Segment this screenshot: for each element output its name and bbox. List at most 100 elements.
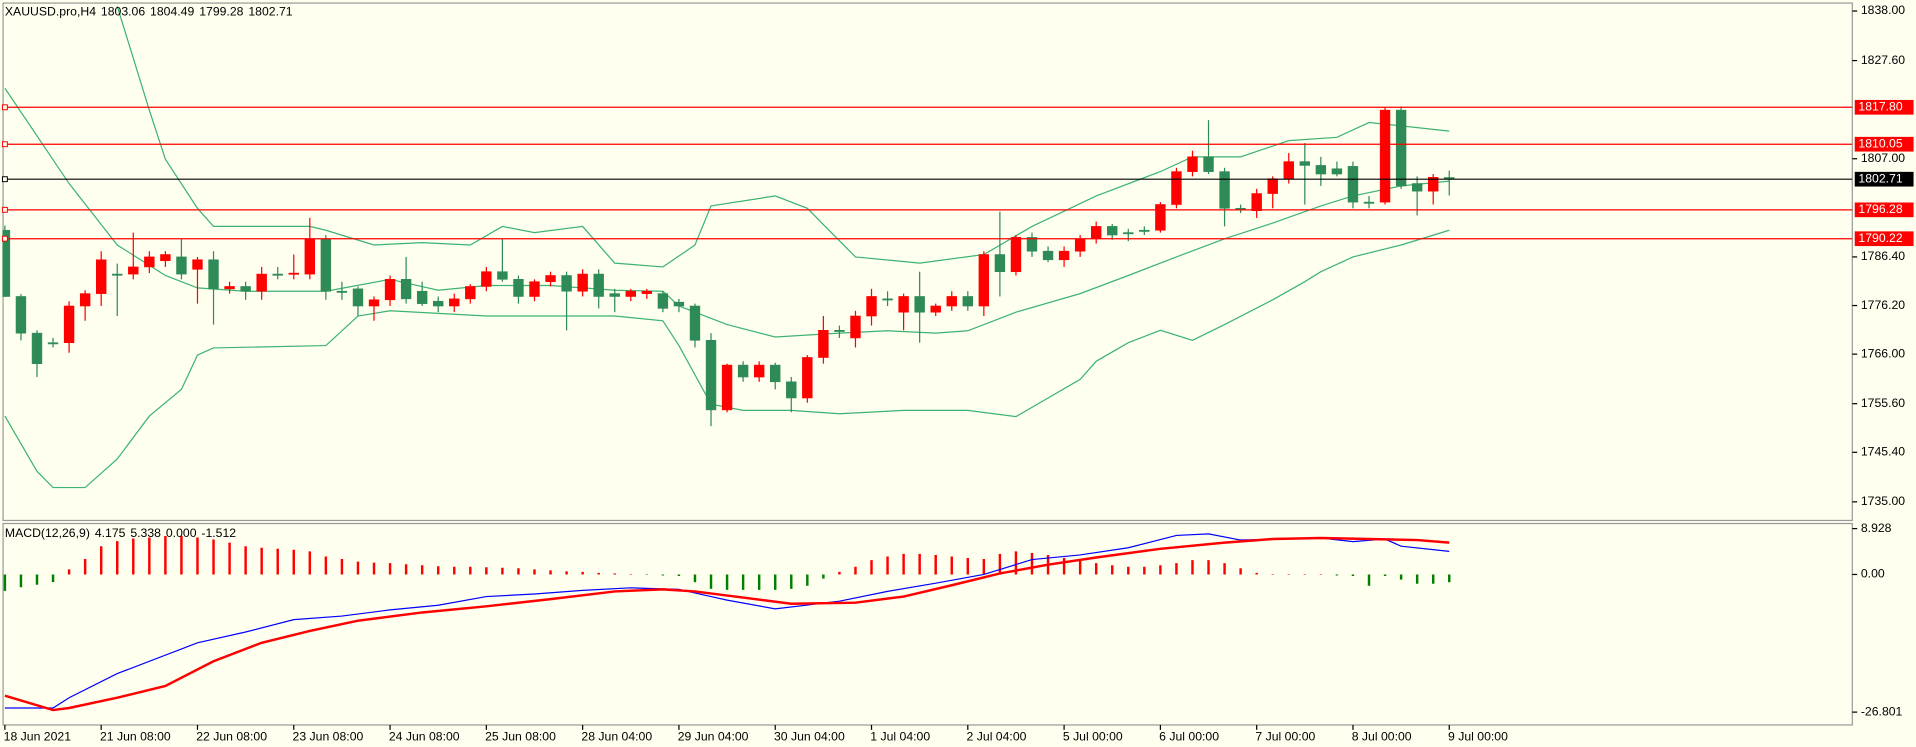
- x-tick-label: 6 Jul 00:00: [1159, 729, 1219, 743]
- candle-body: [545, 275, 556, 283]
- candle-body: [705, 340, 717, 411]
- candle-body: [1139, 229, 1150, 232]
- candle-body: [786, 381, 797, 399]
- candle-body: [400, 279, 412, 300]
- y-tick-label: 1838.00: [1861, 3, 1905, 17]
- candle-body: [593, 273, 604, 297]
- candle-body: [160, 254, 171, 262]
- candle-body: [272, 273, 283, 276]
- candle-body: [978, 254, 990, 307]
- y-tick-label: 1786.40: [1861, 249, 1905, 263]
- candle-body: [818, 330, 829, 358]
- candle-body: [1010, 237, 1022, 273]
- level-line-label-box: [1854, 231, 1914, 247]
- y-tick-label: 1766.00: [1861, 346, 1905, 360]
- x-tick-label: 9 Jul 00:00: [1448, 729, 1508, 743]
- macd-header-value: -1.512: [201, 526, 236, 540]
- macd-header-value: 4.175: [95, 526, 126, 540]
- candle-body: [31, 332, 43, 364]
- y-tick-label: -26.801: [1861, 704, 1903, 718]
- y-tick-label: 1755.60: [1861, 396, 1905, 410]
- candle-body: [256, 273, 267, 292]
- macd-panel-frame: [2, 522, 1853, 726]
- main-plot: [2, 6, 1853, 489]
- candle-body: [465, 286, 476, 300]
- candle-body: [1315, 165, 1327, 175]
- candle-body: [240, 286, 251, 292]
- candle-body: [1058, 250, 1070, 261]
- candle-body: [946, 296, 957, 307]
- candle-body: [497, 271, 508, 280]
- candle-body: [2, 229, 11, 297]
- candle-body: [208, 259, 219, 290]
- candle-body: [1379, 109, 1391, 203]
- candle-body: [753, 364, 765, 378]
- candle-body: [1123, 232, 1134, 235]
- candle-body: [47, 342, 59, 345]
- y-tick-label: 8.928: [1861, 521, 1892, 535]
- macd-header-value: 5.338: [130, 526, 161, 540]
- macd-line: [4, 536, 1450, 712]
- candle-body: [224, 286, 235, 290]
- candle-body: [577, 273, 588, 292]
- x-tick-label: 7 Jul 00:00: [1255, 729, 1315, 743]
- candle-body: [368, 299, 380, 307]
- y-tick-label: 1827.60: [1861, 53, 1905, 67]
- candle-body: [802, 357, 813, 399]
- candle-body: [128, 266, 139, 275]
- x-tick-label: 25 Jun 08:00: [485, 729, 556, 743]
- candle-body: [673, 301, 685, 307]
- x-tick-label: 24 Jun 08:00: [389, 729, 460, 743]
- level-line-label-box: [1854, 202, 1914, 218]
- candle-body: [657, 293, 669, 309]
- candle-body: [529, 281, 540, 297]
- candle-body: [1331, 168, 1343, 175]
- x-tick-label: 1 Jul 04:00: [870, 729, 930, 743]
- candle-body: [882, 298, 893, 301]
- x-tick-label: 28 Jun 04:00: [581, 729, 652, 743]
- candle-body: [1219, 171, 1230, 209]
- candle-body: [449, 298, 460, 307]
- level-line-marker: [1, 141, 8, 148]
- candle-body: [898, 296, 909, 313]
- level-line-label-box: [1854, 136, 1914, 152]
- candle-body: [176, 256, 187, 275]
- macd-plot: [3, 533, 1451, 712]
- candle-body: [1395, 109, 1407, 187]
- high-value: 1804.49: [150, 4, 194, 18]
- candle-body: [1090, 226, 1102, 240]
- candle-body: [1363, 201, 1375, 204]
- level-line-marker: [1, 235, 8, 242]
- bollinger-band: [4, 87, 1450, 338]
- candle-body: [320, 238, 332, 292]
- level-line-label: 1810.05: [1858, 136, 1902, 150]
- level-line-marker: [1, 206, 8, 213]
- candle-body: [689, 305, 701, 341]
- x-tick-label: 2 Jul 04:00: [967, 729, 1027, 743]
- x-tick-label: 5 Jul 00:00: [1063, 729, 1123, 743]
- candle-body: [834, 330, 845, 332]
- candle-body: [112, 273, 123, 276]
- candle-body: [1283, 161, 1294, 180]
- candle-body: [625, 290, 636, 297]
- open-value: 1803.06: [101, 4, 145, 18]
- close-value: 1802.71: [248, 4, 292, 18]
- y-tick-label: 0.00: [1861, 567, 1885, 581]
- x-tick-label: 22 Jun 08:00: [196, 729, 267, 743]
- candle-body: [1203, 156, 1214, 172]
- candle-body: [721, 364, 733, 411]
- candle-body: [930, 305, 941, 313]
- low-value: 1799.28: [199, 4, 243, 18]
- price-line-label: 1802.71: [1858, 171, 1902, 185]
- macd-header-value: 0.000: [166, 526, 197, 540]
- candle-body: [416, 290, 428, 304]
- candle-body: [15, 296, 27, 334]
- candle-body: [63, 305, 75, 344]
- candle-body: [1347, 166, 1359, 203]
- x-tick-label: 8 Jul 00:00: [1352, 729, 1412, 743]
- candle-body: [561, 275, 572, 292]
- candle-body: [513, 279, 524, 297]
- candle-body: [1267, 178, 1278, 194]
